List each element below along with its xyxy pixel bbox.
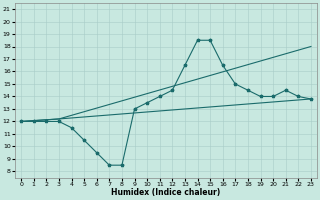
X-axis label: Humidex (Indice chaleur): Humidex (Indice chaleur) bbox=[111, 188, 221, 197]
